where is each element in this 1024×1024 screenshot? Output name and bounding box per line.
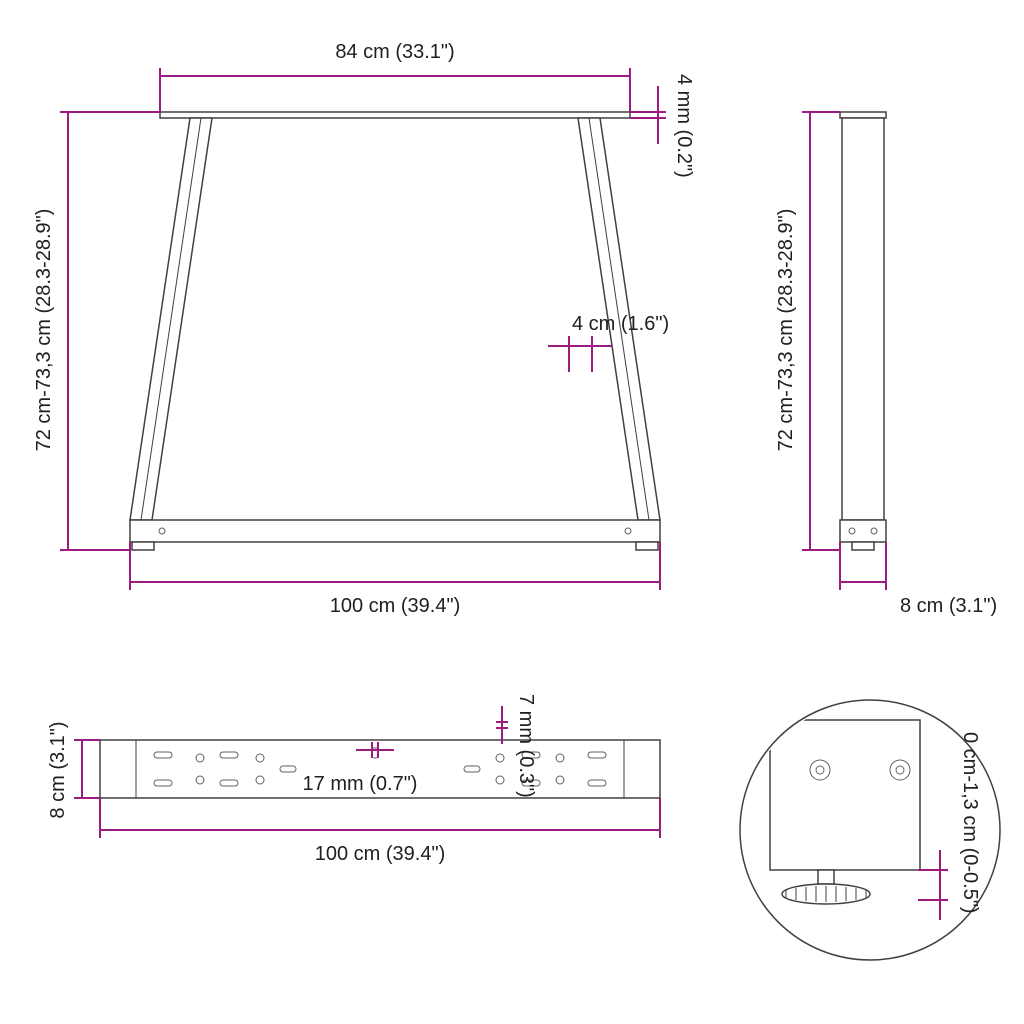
detail-view: 0 cm-1,3 cm (0-0.5") (740, 700, 1000, 960)
hole-size-label: 7 mm (0.3") (515, 694, 537, 798)
side-foot (852, 542, 874, 550)
top-width-label2: 100 cm (39.4") (315, 843, 446, 865)
dim-top-width: 100 cm (39.4") (100, 798, 660, 865)
side-view (840, 112, 886, 550)
dim-leg-width: 4 cm (1.6") (548, 313, 669, 372)
hole-spacing-label: 17 mm (0.7") (303, 773, 418, 795)
top-depth-label: 8 cm (3.1") (47, 721, 69, 818)
foot-right (636, 542, 658, 550)
detail-plate (770, 720, 920, 870)
dim-side-width: 8 cm (3.1") (840, 542, 997, 617)
technical-drawing: 84 cm (33.1") 4 mm (0.2") 72 cm-73,3 cm … (0, 0, 1024, 1024)
side-top-cap (840, 112, 886, 118)
top-width-label: 84 cm (33.1") (335, 41, 454, 63)
front-height-label: 72 cm-73,3 cm (28.3-28.9") (33, 209, 55, 452)
bottom-bar (130, 520, 660, 542)
dim-top-depth: 8 cm (3.1") (47, 721, 100, 818)
side-body (842, 118, 884, 520)
dim-side-height: 72 cm-73,3 cm (28.3-28.9") (775, 112, 840, 550)
side-height-label: 72 cm-73,3 cm (28.3-28.9") (775, 209, 797, 452)
dim-top-width: 84 cm (33.1") (160, 41, 630, 112)
leg-width-label: 4 cm (1.6") (572, 313, 669, 335)
side-width-label: 8 cm (3.1") (900, 595, 997, 617)
top-thickness-label: 4 mm (0.2") (673, 74, 695, 178)
side-bottom (840, 520, 886, 542)
foot-stem (818, 870, 834, 884)
front-bottom-width-label: 100 cm (39.4") (330, 595, 461, 617)
foot-left (132, 542, 154, 550)
dim-front-bottom-width: 100 cm (39.4") (130, 542, 660, 617)
top-plate (160, 112, 630, 118)
detail-adjust-label: 0 cm-1,3 cm (0-0.5") (959, 732, 981, 914)
dim-top-thickness: 4 mm (0.2") (630, 74, 695, 178)
